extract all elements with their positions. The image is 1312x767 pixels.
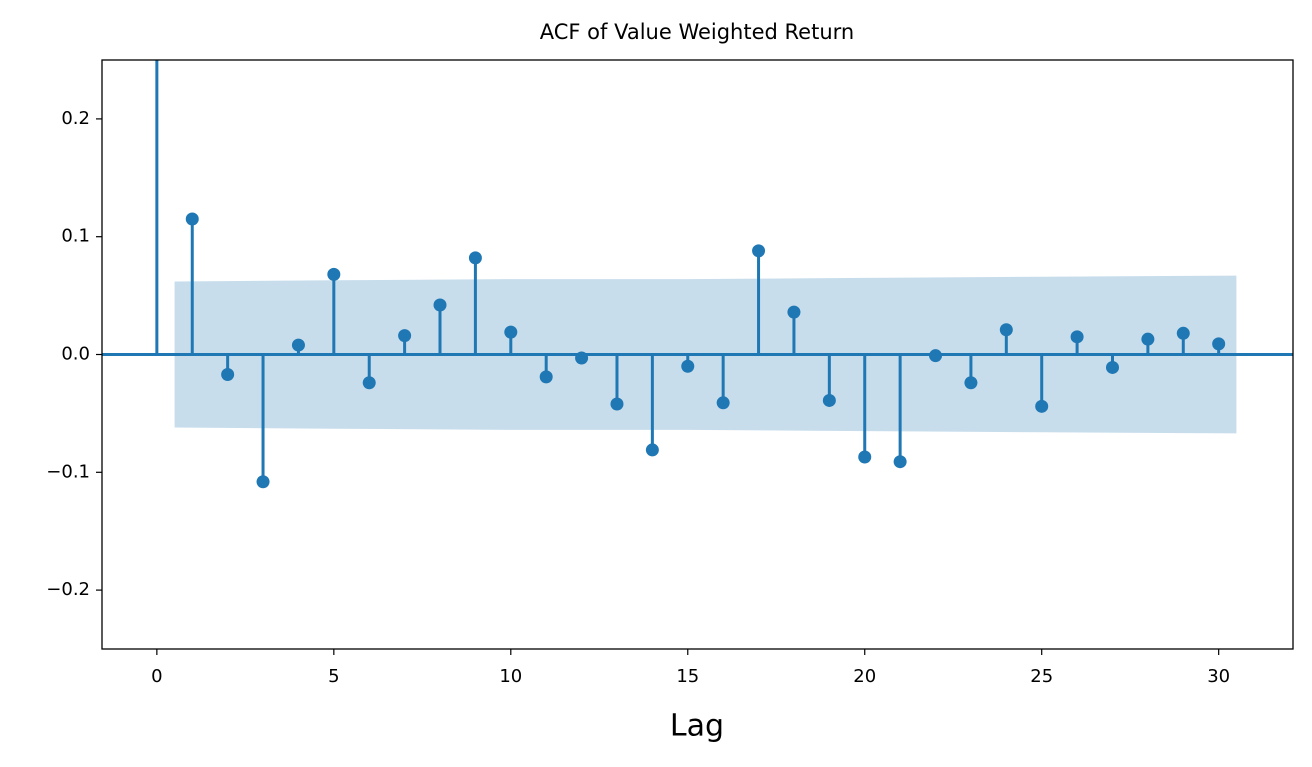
x-tick-label: 15 bbox=[676, 666, 699, 687]
y-tick-label: 0.1 bbox=[61, 226, 90, 247]
marker bbox=[256, 475, 270, 489]
x-tick-label: 30 bbox=[1207, 666, 1230, 687]
marker bbox=[398, 329, 412, 343]
marker bbox=[752, 244, 766, 258]
marker bbox=[1105, 360, 1119, 374]
marker bbox=[468, 251, 482, 265]
marker bbox=[1070, 330, 1084, 344]
marker bbox=[1212, 337, 1226, 351]
y-tick-label: 0.2 bbox=[61, 108, 90, 129]
marker bbox=[504, 325, 518, 339]
marker bbox=[964, 376, 978, 390]
marker bbox=[362, 376, 376, 390]
x-tick-label: 25 bbox=[1030, 666, 1053, 687]
marker bbox=[539, 370, 553, 384]
chart-title: ACF of Value Weighted Return bbox=[540, 20, 854, 44]
y-tick-label: 0.0 bbox=[61, 344, 90, 365]
marker bbox=[221, 368, 235, 382]
marker bbox=[1035, 399, 1049, 413]
marker bbox=[893, 455, 907, 469]
marker bbox=[575, 351, 589, 365]
y-tick-label: −0.2 bbox=[46, 579, 90, 600]
marker bbox=[1176, 326, 1190, 340]
marker bbox=[787, 305, 801, 319]
marker bbox=[185, 212, 199, 226]
y-tick-label: −0.1 bbox=[46, 461, 90, 482]
x-tick-label: 0 bbox=[151, 666, 162, 687]
marker bbox=[999, 323, 1013, 337]
x-tick-label: 20 bbox=[853, 666, 876, 687]
marker bbox=[716, 396, 730, 410]
x-tick-label: 10 bbox=[499, 666, 522, 687]
marker bbox=[433, 298, 447, 312]
marker bbox=[822, 393, 836, 407]
marker bbox=[1141, 332, 1155, 346]
x-axis-label: Lag bbox=[670, 709, 724, 744]
marker bbox=[291, 338, 305, 352]
marker bbox=[327, 267, 341, 281]
marker bbox=[929, 349, 943, 363]
x-tick-label: 5 bbox=[328, 666, 339, 687]
marker bbox=[681, 359, 695, 373]
marker bbox=[610, 397, 624, 411]
plot-area bbox=[102, 60, 1293, 489]
marker bbox=[645, 443, 659, 457]
marker bbox=[858, 450, 872, 464]
